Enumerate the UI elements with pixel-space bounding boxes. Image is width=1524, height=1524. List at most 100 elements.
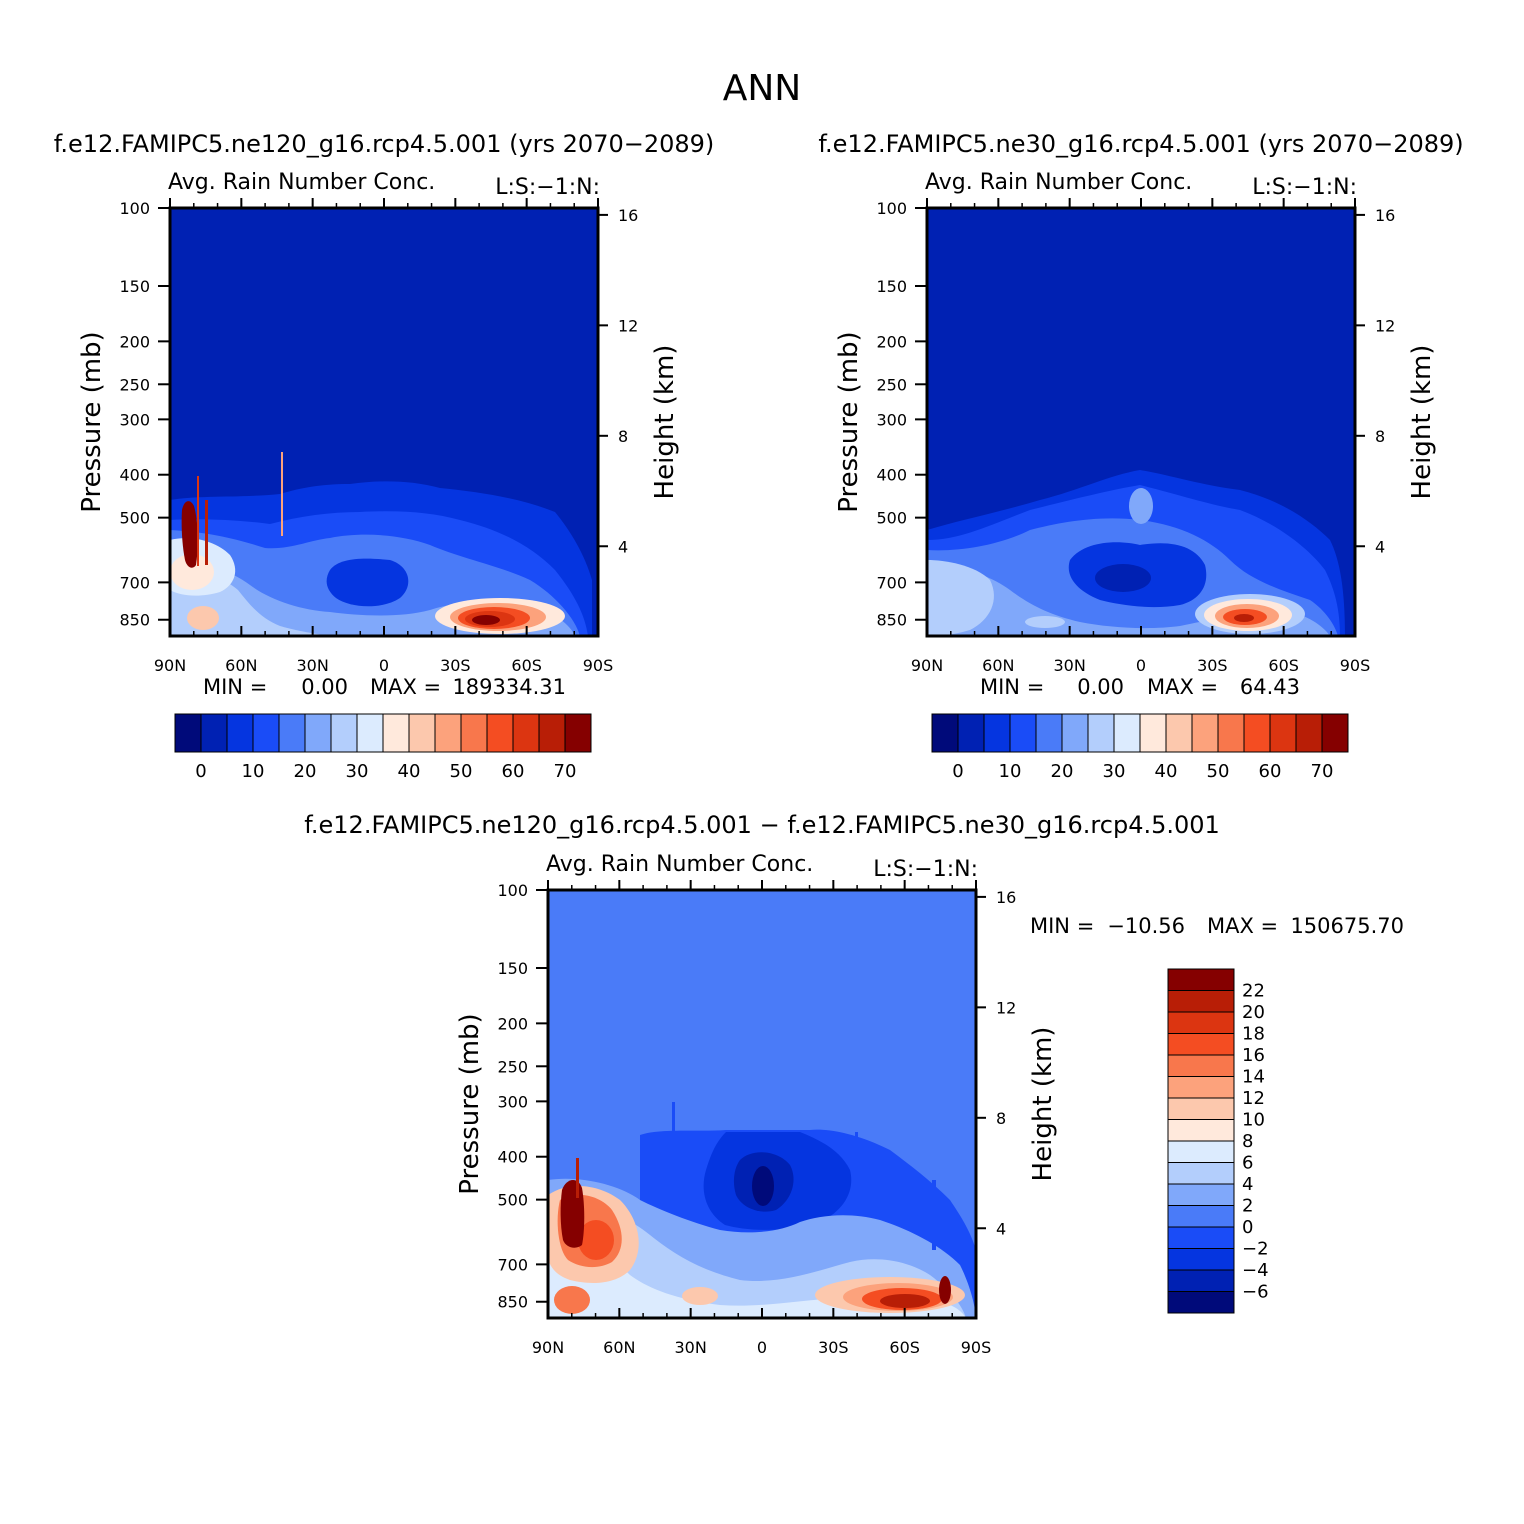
colorbar-box [408,713,436,753]
axis-ticks: 90N 60N 30N 0 30S 60S 90S 100 150 200 250 300 400 500… [876,198,1395,675]
negative-core-3 [752,1166,774,1206]
y2-tick-label: 16 [1375,206,1395,225]
panel-ne120: f.e12.FAMIPC5.ne120_g16.rcp4.5.001 (yrs … [54,130,715,782]
colorbar-label: 70 [554,761,577,782]
max-value: 150675.70 [1290,914,1404,938]
colorbar-label: 4 [1242,1174,1253,1195]
colorbar-box [1167,1054,1235,1077]
colorbar-box [200,713,228,753]
x-tick-label: 60N [603,1338,635,1357]
x-tick-label: 0 [1136,656,1146,675]
y-tick-label: 700 [119,573,150,592]
colorbar-box [931,713,959,753]
y-tick-label: 250 [497,1057,528,1076]
y-tick-label: 400 [876,466,907,485]
variable-title: Avg. Rain Number Conc. [925,170,1192,195]
y2-tick-label: 8 [618,427,628,446]
colorbar-label: 40 [398,761,421,782]
colorbar-label: 2 [1242,1196,1253,1217]
colorbar-box [252,713,280,753]
y2-tick-label: 8 [1375,427,1385,446]
colorbar-box [1243,713,1271,753]
panel-difference: f.e12.FAMIPC5.ne120_g16.rcp4.5.001 − f.e… [304,811,1404,1357]
colorbar-label: 14 [1242,1067,1265,1088]
deep-core-left [326,558,409,607]
y-tick-label: 850 [497,1293,528,1312]
figure-title: ANN [723,68,802,109]
panel-ne30: f.e12.FAMIPC5.ne30_g16.rcp4.5.001 (yrs 2… [818,130,1463,782]
max-label: MAX = [1147,675,1218,699]
y-tick-label: 150 [119,277,150,296]
y2-tick-label: 8 [996,1109,1006,1128]
variable-title: Avg. Rain Number Conc. [168,170,435,195]
colorbar-box [1167,1119,1235,1142]
y-tick-label: 150 [876,277,907,296]
y-axis-label: Pressure (mb) [455,1013,485,1194]
colorbar-label: 0 [952,761,963,782]
y-tick-label: 400 [119,466,150,485]
colorbar-label: 8 [1242,1131,1253,1152]
y-tick-label: 400 [497,1148,528,1167]
y-tick-label: 100 [119,199,150,218]
colorbar-label: 40 [1155,761,1178,782]
x-tick-label: 90S [583,656,614,675]
colorbar-box [1167,1076,1235,1099]
colorbar-label: 10 [1242,1110,1265,1131]
colorbar-label: 6 [1242,1153,1253,1174]
x-tick-label: 30S [818,1338,849,1357]
colorbar-box [1167,1140,1235,1163]
x-tick-label: 0 [379,656,389,675]
warm-spot-left-lower [187,606,219,630]
streak-1 [672,1102,675,1152]
y-tick-label: 850 [876,611,907,630]
units-label: L:S:−1:N: [1252,175,1357,200]
colorbar-box [1167,1248,1235,1271]
colorbar-label: 0 [1242,1217,1253,1238]
warm-spot-mid [1025,616,1065,628]
x-tick-label: 60S [889,1338,920,1357]
colorbar-label: 20 [294,761,317,782]
arctic-max-cell [560,1179,585,1248]
y-tick-label: 850 [119,611,150,630]
panel-title: f.e12.FAMIPC5.ne30_g16.rcp4.5.001 (yrs 2… [818,130,1463,158]
x-tick-label: 30N [675,1338,707,1357]
colorbar-label: 30 [346,761,369,782]
colorbar-box [1165,713,1193,753]
colorbar-label: 60 [1259,761,1282,782]
colorbar-box [486,713,514,753]
y-tick-label: 700 [876,573,907,592]
colorbar-box [304,713,332,753]
colorbar-label: 70 [1311,761,1334,782]
colorbar-label: 12 [1242,1088,1265,1109]
colorbar-box [538,713,566,753]
colorbar-box [434,713,462,753]
x-tick-label: 30S [440,656,471,675]
units-label: L:S:−1:N: [873,857,978,882]
x-tick-label: 60S [1268,656,1299,675]
variable-title: Avg. Rain Number Conc. [546,852,813,877]
y-axis-label: Pressure (mb) [834,331,864,512]
x-tick-label: 90S [1340,656,1371,675]
colorbar-box [1009,713,1037,753]
colorbar-box [278,713,306,753]
colorbar-box [1167,1183,1235,1206]
y-tick-label: 300 [497,1092,528,1111]
colorbar-label: −6 [1242,1282,1269,1303]
max-label: MAX = [370,675,441,699]
x-tick-label: 60S [511,656,542,675]
panel-title: f.e12.FAMIPC5.ne120_g16.rcp4.5.001 (yrs … [54,130,715,158]
x-tick-label: 60N [225,656,257,675]
warm-spot-left [940,588,976,624]
colorbar-label: 16 [1242,1045,1265,1066]
colorbar-box [356,713,384,753]
axis-ticks: 90N 60N 30N 0 30S 60S 90S 100 150 200 250 300 400 500… [119,198,638,675]
x-tick-label: 30N [1054,656,1086,675]
x-tick-label: 90N [532,1338,564,1357]
colorbar-box [1295,713,1323,753]
colorbar-label: 50 [450,761,473,782]
streak-3 [932,1180,936,1250]
y2-tick-label: 12 [996,998,1016,1017]
colorbar-box [330,713,358,753]
min-label: MIN = [1030,914,1094,938]
